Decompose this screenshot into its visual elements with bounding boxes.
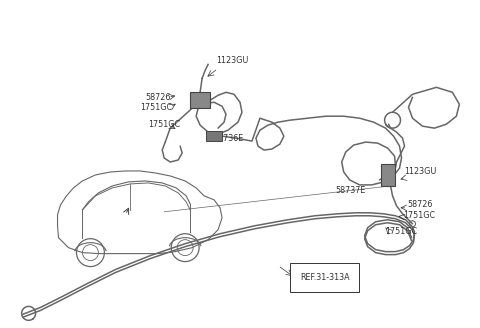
Text: REF.31-313A: REF.31-313A [300, 273, 349, 282]
Text: 1123GU: 1123GU [216, 56, 249, 65]
Text: 58736E: 58736E [213, 133, 243, 143]
Bar [381, 164, 395, 186]
Bar [206, 131, 222, 141]
Text: 1751GC: 1751GC [385, 227, 418, 236]
Text: 58726: 58726 [145, 93, 171, 102]
Text: 58726: 58726 [408, 200, 433, 209]
Text: 1751GC: 1751GC [140, 103, 172, 112]
Text: 58737E: 58737E [336, 186, 366, 195]
Text: 1751GC: 1751GC [148, 120, 180, 129]
Text: 1123GU: 1123GU [405, 168, 437, 176]
Text: 1751GC: 1751GC [404, 211, 436, 220]
Bar [190, 92, 210, 108]
